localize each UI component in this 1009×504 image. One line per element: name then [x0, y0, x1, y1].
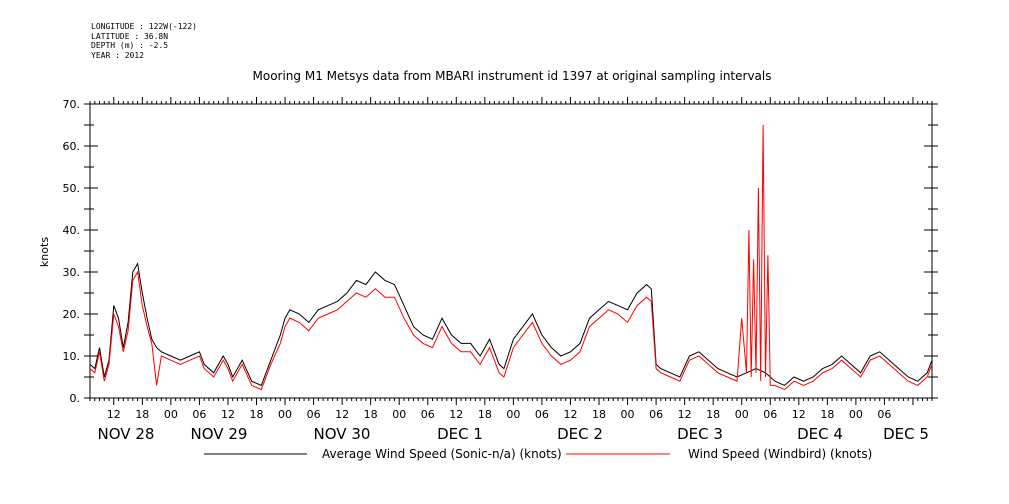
x-tick-label: 00 [392, 408, 406, 421]
x-day-label: DEC 4 [797, 425, 843, 443]
y-tick-label: 60. [63, 140, 81, 153]
year-label: YEAR : 2012 [91, 50, 144, 60]
y-tick-label: 30. [63, 266, 81, 279]
x-tick-label: 12 [449, 408, 463, 421]
x-axis: 12 18 00 06 12 18 00 06 12 18 00 06 12 18 00 06 12 18 00 06… [89, 97, 933, 443]
chart-title: Mooring M1 Metsys data from MBARI instru… [253, 69, 772, 83]
series-group [89, 124, 933, 391]
x-tick-label: 12 [107, 408, 121, 421]
x-tick-label: 18 [820, 408, 834, 421]
x-tick-label: 18 [364, 408, 378, 421]
x-tick-label: 00 [506, 408, 520, 421]
x-tick-label: 00 [735, 408, 749, 421]
x-tick-label: 06 [649, 408, 663, 421]
x-day-label: NOV 28 [98, 425, 155, 443]
x-tick-label: 00 [621, 408, 635, 421]
legend-label-2: Wind Speed (Windbird) (knots) [688, 447, 872, 461]
x-tick-label: 18 [478, 408, 492, 421]
y-axis-label: knots [38, 237, 51, 267]
x-tick-label: 18 [592, 408, 606, 421]
x-tick-label: 12 [563, 408, 577, 421]
x-tick-label: 12 [678, 408, 692, 421]
longitude-label: LONGITUDE : 122W(-122) [91, 22, 197, 31]
x-tick-label: 12 [792, 408, 806, 421]
x-tick-label: 06 [192, 408, 206, 421]
depth-label: DEPTH (m) : -2.5 [91, 41, 169, 50]
x-day-label: NOV 30 [314, 425, 371, 443]
series-line-1 [89, 262, 933, 387]
x-tick-label: 00 [164, 408, 178, 421]
x-tick-label: 00 [278, 408, 292, 421]
y-axis: 0. 10. 20. 30. 40. 50. 60. 70. [63, 98, 938, 405]
x-tick-label: 12 [335, 408, 349, 421]
x-tick-label: 06 [535, 408, 549, 421]
y-tick-label: 40. [63, 224, 81, 237]
y-tick-label: 0. [70, 392, 81, 405]
x-day-label: DEC 2 [557, 425, 603, 443]
x-tick-label: 18 [135, 408, 149, 421]
y-tick-label: 20. [63, 308, 81, 321]
x-day-label: DEC 5 [883, 425, 929, 443]
latitude-label: LATITUDE : 36.8N [91, 31, 169, 41]
y-tick-label: 50. [63, 182, 81, 195]
y-tick-label: 10. [63, 350, 81, 363]
x-tick-label: 12 [221, 408, 235, 421]
x-tick-label: 06 [877, 408, 891, 421]
y-tick-label: 70. [63, 98, 81, 111]
legend: Average Wind Speed (Sonic-n/a) (knots) Wi… [204, 447, 872, 461]
x-tick-label: 06 [421, 408, 435, 421]
metadata-block: LONGITUDE : 122W(-122) LATITUDE : 36.8N DE… [91, 22, 197, 60]
x-day-label: DEC 1 [437, 425, 483, 443]
series-line-2 [89, 124, 933, 391]
x-day-label: NOV 29 [191, 425, 248, 443]
x-tick-label: 06 [763, 408, 777, 421]
x-tick-label: 00 [849, 408, 863, 421]
legend-label-1: Average Wind Speed (Sonic-n/a) (knots) [322, 447, 562, 461]
x-tick-label: 18 [706, 408, 720, 421]
x-day-label: DEC 3 [677, 425, 723, 443]
x-tick-label: 18 [249, 408, 263, 421]
x-tick-label: 06 [307, 408, 321, 421]
